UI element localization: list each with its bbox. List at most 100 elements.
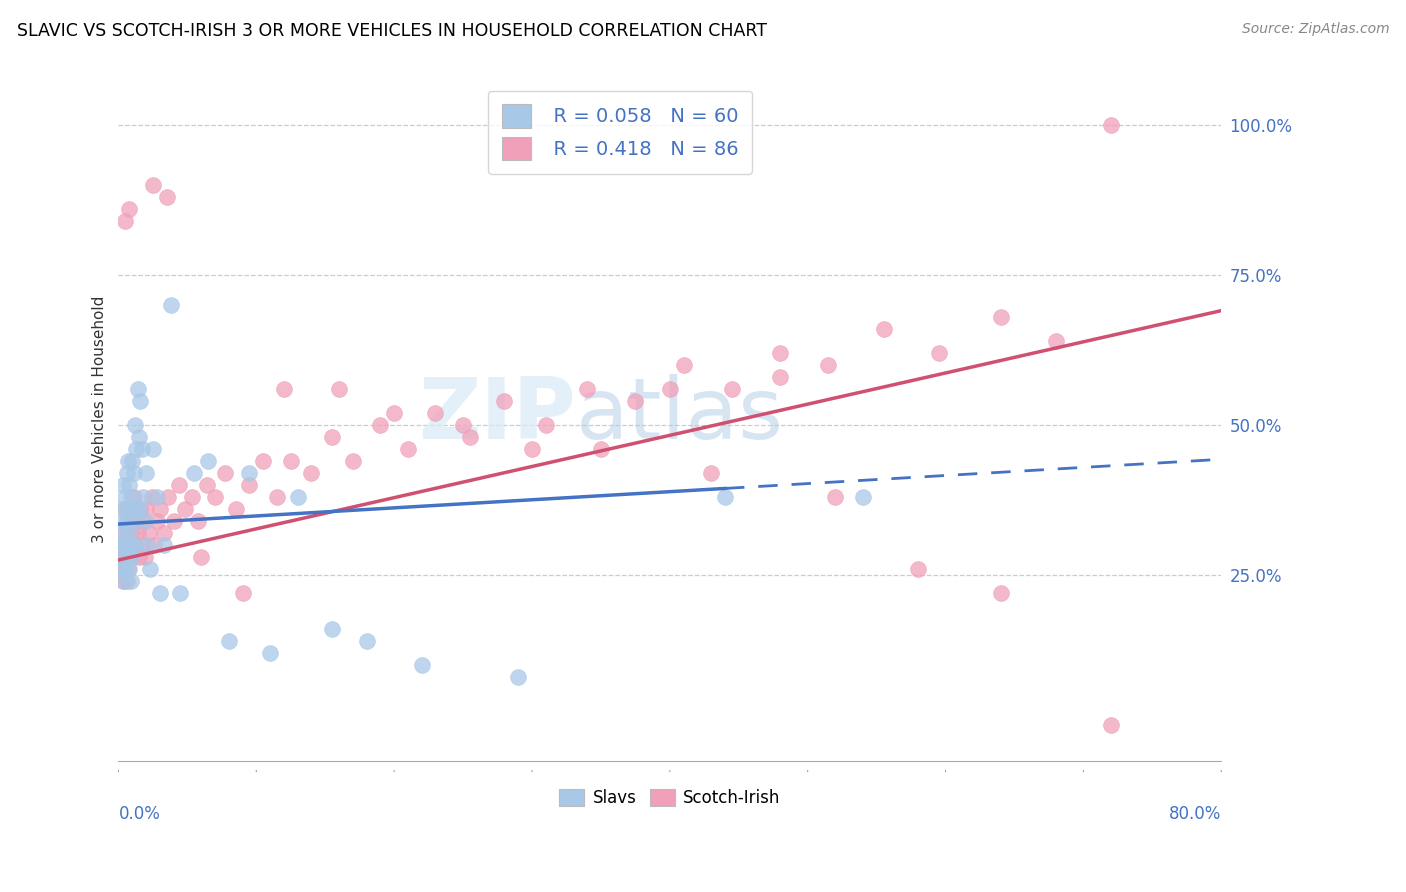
Point	[990, 310, 1012, 325]
Point	[721, 382, 744, 396]
Point	[852, 490, 875, 504]
Point	[187, 514, 209, 528]
Point	[141, 490, 163, 504]
Point	[111, 526, 134, 541]
Text: 80.0%: 80.0%	[1168, 805, 1222, 823]
Point	[115, 549, 138, 564]
Point	[118, 478, 141, 492]
Point	[110, 549, 132, 564]
Point	[134, 549, 156, 564]
Point	[173, 502, 195, 516]
Point	[204, 490, 226, 504]
Point	[458, 430, 481, 444]
Text: atlas: atlas	[576, 375, 785, 458]
Point	[114, 538, 136, 552]
Y-axis label: 3 or more Vehicles in Household: 3 or more Vehicles in Household	[93, 295, 107, 543]
Point	[120, 502, 142, 516]
Point	[769, 370, 792, 384]
Point	[1099, 119, 1122, 133]
Point	[114, 549, 136, 564]
Point	[520, 442, 543, 456]
Point	[115, 514, 138, 528]
Point	[118, 549, 141, 564]
Point	[370, 418, 392, 433]
Point	[411, 657, 433, 672]
Point	[135, 502, 157, 516]
Point	[180, 490, 202, 504]
Point	[114, 490, 136, 504]
Point	[117, 562, 139, 576]
Point	[589, 442, 612, 456]
Point	[111, 478, 134, 492]
Point	[153, 526, 176, 541]
Point	[990, 586, 1012, 600]
Point	[129, 394, 152, 409]
Point	[112, 514, 135, 528]
Point	[149, 502, 172, 516]
Text: Source: ZipAtlas.com: Source: ZipAtlas.com	[1241, 22, 1389, 37]
Point	[118, 562, 141, 576]
Point	[121, 526, 143, 541]
Point	[108, 538, 131, 552]
Point	[321, 430, 343, 444]
Point	[117, 502, 139, 516]
Point	[159, 298, 181, 312]
Point	[153, 538, 176, 552]
Point	[301, 466, 323, 480]
Point	[115, 538, 138, 552]
Point	[142, 442, 165, 456]
Point	[273, 382, 295, 396]
Point	[124, 538, 146, 552]
Point	[425, 406, 447, 420]
Point	[817, 358, 839, 372]
Text: 0.0%: 0.0%	[118, 805, 160, 823]
Point	[451, 418, 474, 433]
Point	[231, 586, 253, 600]
Point	[114, 214, 136, 228]
Point	[162, 514, 184, 528]
Point	[120, 538, 142, 552]
Point	[118, 526, 141, 541]
Point	[129, 502, 152, 516]
Point	[214, 466, 236, 480]
Point	[146, 490, 169, 504]
Point	[115, 466, 138, 480]
Point	[110, 549, 132, 564]
Point	[124, 418, 146, 433]
Point	[769, 346, 792, 360]
Point	[280, 454, 302, 468]
Point	[287, 490, 309, 504]
Point	[117, 526, 139, 541]
Point	[238, 478, 260, 492]
Point	[122, 514, 145, 528]
Point	[111, 562, 134, 576]
Point	[139, 562, 162, 576]
Point	[534, 418, 557, 433]
Point	[146, 514, 169, 528]
Point	[872, 322, 894, 336]
Point	[576, 382, 599, 396]
Point	[218, 634, 240, 648]
Point	[252, 454, 274, 468]
Point	[183, 466, 205, 480]
Point	[266, 490, 288, 504]
Point	[132, 514, 155, 528]
Point	[112, 538, 135, 552]
Point	[128, 549, 150, 564]
Point	[136, 538, 159, 552]
Point	[128, 502, 150, 516]
Point	[1045, 334, 1067, 349]
Point	[124, 538, 146, 552]
Point	[157, 490, 180, 504]
Point	[131, 538, 153, 552]
Point	[121, 502, 143, 516]
Point	[122, 490, 145, 504]
Point	[225, 502, 247, 516]
Point	[108, 562, 131, 576]
Point	[125, 442, 148, 456]
Point	[121, 549, 143, 564]
Point	[342, 454, 364, 468]
Point	[197, 454, 219, 468]
Point	[382, 406, 405, 420]
Point	[195, 478, 218, 492]
